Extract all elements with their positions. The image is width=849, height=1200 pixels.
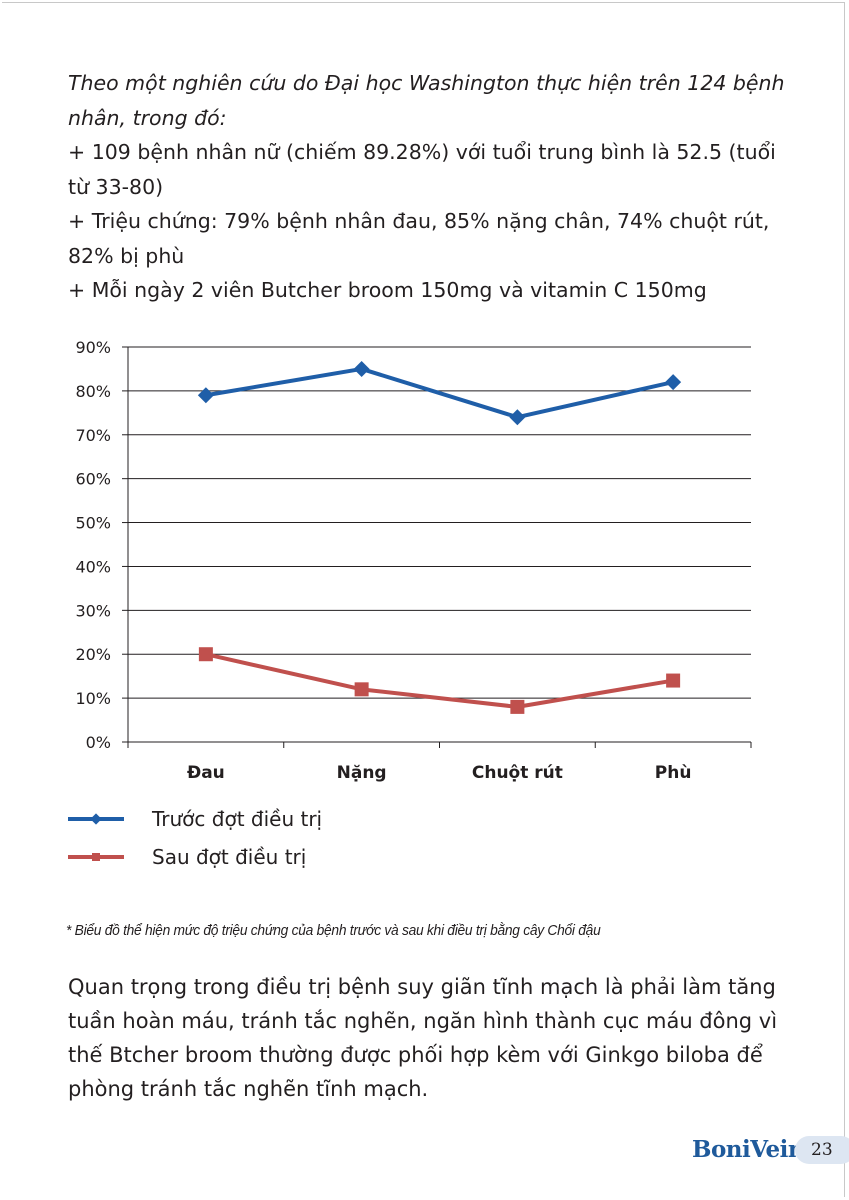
data-point-diamond — [665, 374, 682, 391]
chart-legend: Trước đợt điều trị Sau đợt điều trị — [68, 800, 322, 876]
y-tick-label: 30% — [75, 601, 111, 620]
data-point-square — [510, 699, 525, 714]
x-category-label: Chuột rút — [472, 763, 563, 783]
legend-label-before: Trước đợt điều trị — [152, 807, 323, 831]
y-tick-label: 0% — [86, 733, 111, 752]
intro-point-symptoms: + Triệu chứng: 79% bệnh nhân đau, 85% nặ… — [68, 209, 770, 268]
legend-swatch-square-icon — [68, 849, 124, 865]
page-number: 23 — [795, 1136, 849, 1164]
data-point-square — [354, 682, 369, 697]
symptom-line-chart: 0% 10% 20% 30% 40% 50% 60% 70% 80% 90% Đau Nặng Chuộ… — [75, 338, 752, 783]
data-point-diamond — [509, 409, 526, 426]
brand-logo: BoniVein — [692, 1136, 805, 1163]
y-tick-label: 20% — [75, 645, 111, 664]
y-tick-label: 10% — [75, 689, 111, 708]
y-tick-label: 40% — [75, 557, 111, 576]
y-tick-label: 80% — [75, 382, 111, 401]
data-point-square — [198, 647, 213, 662]
x-category-label: Đau — [187, 763, 225, 783]
legend-label-after: Sau đợt điều trị — [152, 845, 307, 869]
data-point-diamond — [353, 360, 370, 377]
series-line-0 — [205, 366, 674, 420]
x-category-label: Nặng — [337, 763, 387, 783]
body-paragraph: Quan trọng trong điều trị bệnh suy giãn … — [68, 975, 778, 1101]
intro-point-patients: + 109 bệnh nhân nữ (chiếm 89.28%) với tu… — [68, 140, 776, 199]
series-line-1 — [205, 652, 674, 709]
legend-item-before: Trước đợt điều trị — [68, 800, 322, 838]
y-tick-label: 50% — [75, 514, 111, 533]
study-description: Theo một nghiên cứu do Đại học Washingto… — [68, 71, 785, 130]
legend-swatch-diamond-icon — [68, 811, 124, 827]
chart-caption: * Biểu đồ thể hiện mức độ triệu chứng củ… — [66, 922, 601, 939]
y-tick-label: 60% — [75, 470, 111, 489]
y-tick-label: 70% — [75, 426, 111, 445]
y-tick-label: 90% — [75, 338, 111, 357]
legend-item-after: Sau đợt điều trị — [68, 838, 322, 876]
intro-text: Theo một nghiên cứu do Đại học Washingto… — [68, 66, 788, 308]
data-point-square — [666, 673, 681, 688]
intro-point-dosage: + Mỗi ngày 2 viên Butcher broom 150mg và… — [68, 278, 707, 302]
data-point-diamond — [197, 387, 214, 404]
x-category-label: Phù — [655, 763, 692, 783]
